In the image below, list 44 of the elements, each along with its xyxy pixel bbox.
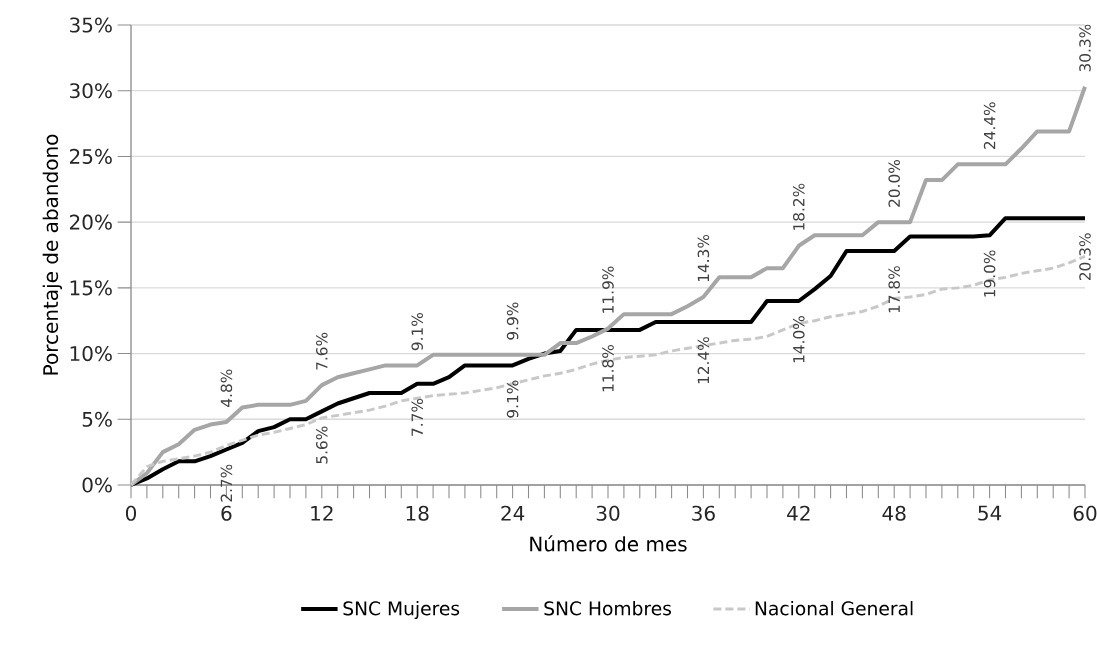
y-tick-label: 5%	[82, 411, 112, 427]
x-tick-label: 12	[311, 505, 333, 521]
data-label: 9.1%	[411, 313, 423, 351]
data-label: 18.2%	[793, 183, 805, 230]
x-tick-label: 30	[596, 505, 620, 521]
y-tick-label: 15%	[70, 280, 112, 296]
data-label: 30.3%	[1079, 24, 1091, 72]
legend-label: SNC Mujeres	[343, 600, 460, 620]
y-tick-label: 0%	[82, 477, 112, 493]
x-tick-label: 42	[787, 505, 810, 521]
data-label: 9.1%	[506, 380, 519, 418]
x-tick-label: 0	[125, 505, 137, 521]
legend-label: SNC Hombres	[544, 600, 672, 616]
data-label: 7.6%	[316, 332, 328, 370]
y-tick-label: 25%	[69, 148, 112, 164]
y-axis-title: Porcentaje de abandono	[42, 134, 63, 375]
data-label: 12.4%	[697, 337, 710, 384]
x-tick-label: 54	[978, 505, 1002, 521]
data-label: 19.0%	[983, 250, 996, 297]
data-label: 2.7%	[220, 464, 233, 502]
legend-label: Nacional General	[755, 600, 913, 616]
data-label: 11.8%	[602, 345, 614, 392]
data-label: 4.8%	[220, 369, 233, 407]
x-tick-label: 60	[1073, 505, 1097, 521]
data-label: 9.9%	[506, 302, 519, 340]
data-label: 14.0%	[793, 316, 805, 363]
data-label: 5.6%	[316, 426, 328, 464]
y-tick-label: 30%	[70, 83, 112, 99]
data-label: 7.7%	[411, 398, 423, 436]
x-tick-label: 36	[692, 505, 715, 521]
x-tick-label: 48	[882, 505, 906, 521]
x-tick-label: 6	[221, 505, 232, 521]
x-tick-label: 18	[406, 505, 429, 521]
data-label: 20.0%	[888, 160, 900, 207]
x-tick-label: 24	[501, 505, 525, 521]
data-label: 20.3%	[1079, 233, 1091, 281]
data-label: 14.3%	[697, 234, 710, 282]
data-label: 11.9%	[602, 266, 614, 313]
data-label: 24.4%	[983, 102, 996, 149]
y-tick-label: 20%	[69, 214, 112, 230]
x-axis-title: Número de mes	[530, 535, 687, 552]
data-label: 17.8%	[888, 266, 900, 313]
y-tick-label: 10%	[70, 345, 112, 362]
y-tick-label: 35%	[70, 17, 112, 33]
